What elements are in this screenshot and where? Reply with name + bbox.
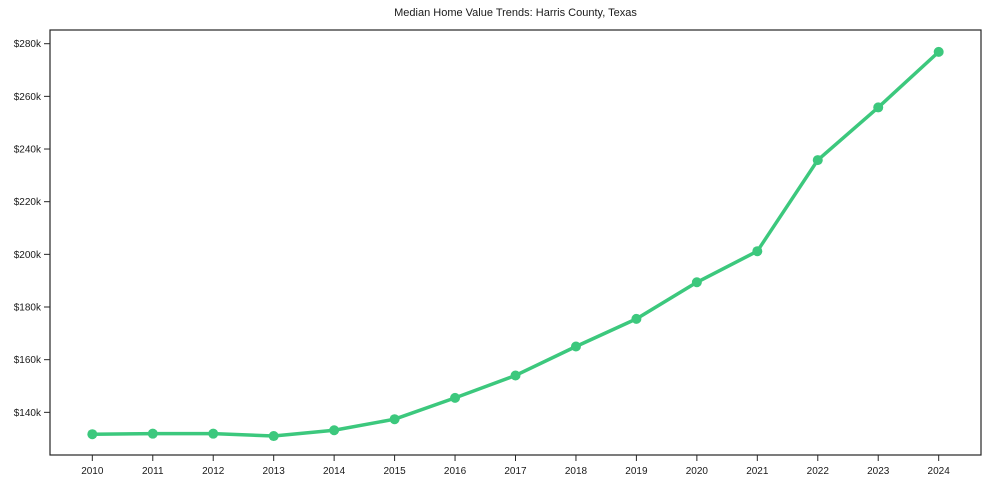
x-axis-tick-label: 2023 — [867, 466, 890, 477]
y-axis-tick-label: $160k — [14, 355, 42, 366]
x-axis-tick-label: 2018 — [565, 466, 588, 477]
x-axis-tick-label: 2015 — [383, 466, 406, 477]
data-point-marker — [873, 102, 884, 113]
x-axis-tick-label: 2010 — [81, 466, 104, 477]
x-axis-tick-label: 2017 — [504, 466, 527, 477]
data-point-marker — [389, 414, 400, 425]
x-axis-tick-label: 2022 — [807, 466, 830, 477]
x-axis-tick-label: 2016 — [444, 466, 467, 477]
y-axis-tick-label: $180k — [14, 303, 42, 314]
data-point-marker — [631, 313, 642, 324]
data-point-marker — [570, 341, 581, 352]
data-point-marker — [329, 425, 340, 436]
plot-frame — [49, 29, 982, 456]
y-axis-tick-label: $220k — [14, 197, 42, 208]
data-point-marker — [268, 431, 279, 442]
x-axis-tick-label: 2013 — [263, 466, 286, 477]
data-point-marker — [812, 155, 823, 166]
data-point-marker — [510, 370, 521, 381]
x-axis-tick-label: 2011 — [142, 466, 164, 477]
y-axis-tick-label: $280k — [14, 39, 42, 50]
x-axis-tick-label: 2012 — [202, 466, 225, 477]
data-point-marker — [87, 429, 98, 440]
data-point-marker — [752, 246, 763, 257]
data-point-marker — [208, 428, 219, 439]
data-point-marker — [147, 428, 158, 439]
x-axis-tick-label: 2021 — [746, 466, 769, 477]
data-point-marker — [691, 277, 702, 288]
data-point-marker — [450, 392, 461, 403]
x-axis-tick-label: 2024 — [928, 466, 951, 477]
y-axis-tick-label: $260k — [14, 92, 42, 103]
y-axis-tick-label: $240k — [14, 145, 42, 156]
y-axis-tick-label: $200k — [14, 250, 42, 261]
data-point-marker — [933, 46, 944, 57]
x-axis-tick-label: 2020 — [686, 466, 709, 477]
y-axis-tick-label: $140k — [14, 408, 42, 419]
chart-title: Median Home Value Trends: Harris County,… — [394, 7, 637, 19]
x-axis-tick-label: 2014 — [323, 466, 346, 477]
x-axis-tick-label: 2019 — [625, 466, 648, 477]
